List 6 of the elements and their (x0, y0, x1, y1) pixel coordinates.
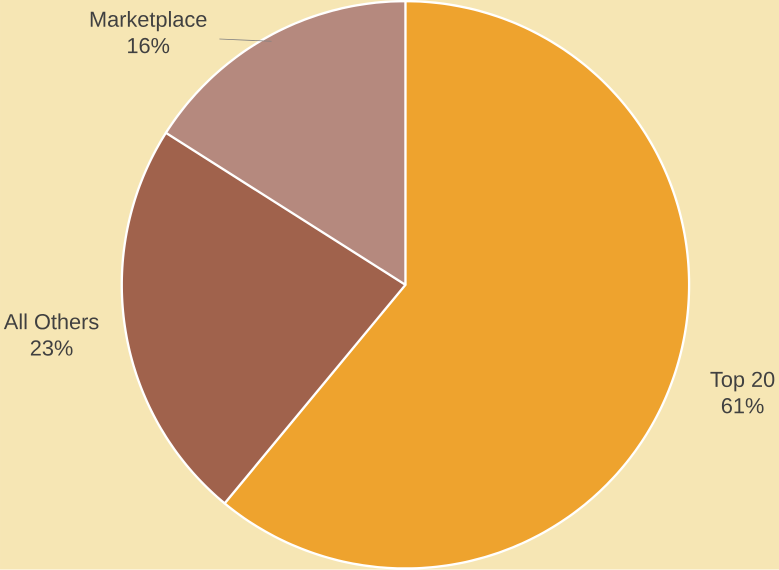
data-label: 61% (722, 398, 764, 414)
slice-label: Marketplace (90, 11, 206, 32)
slice-label: Top 20 (710, 372, 774, 392)
data-label: 23% (30, 340, 73, 356)
data-label: 16% (128, 38, 170, 54)
slice-label: All Others (4, 314, 98, 330)
